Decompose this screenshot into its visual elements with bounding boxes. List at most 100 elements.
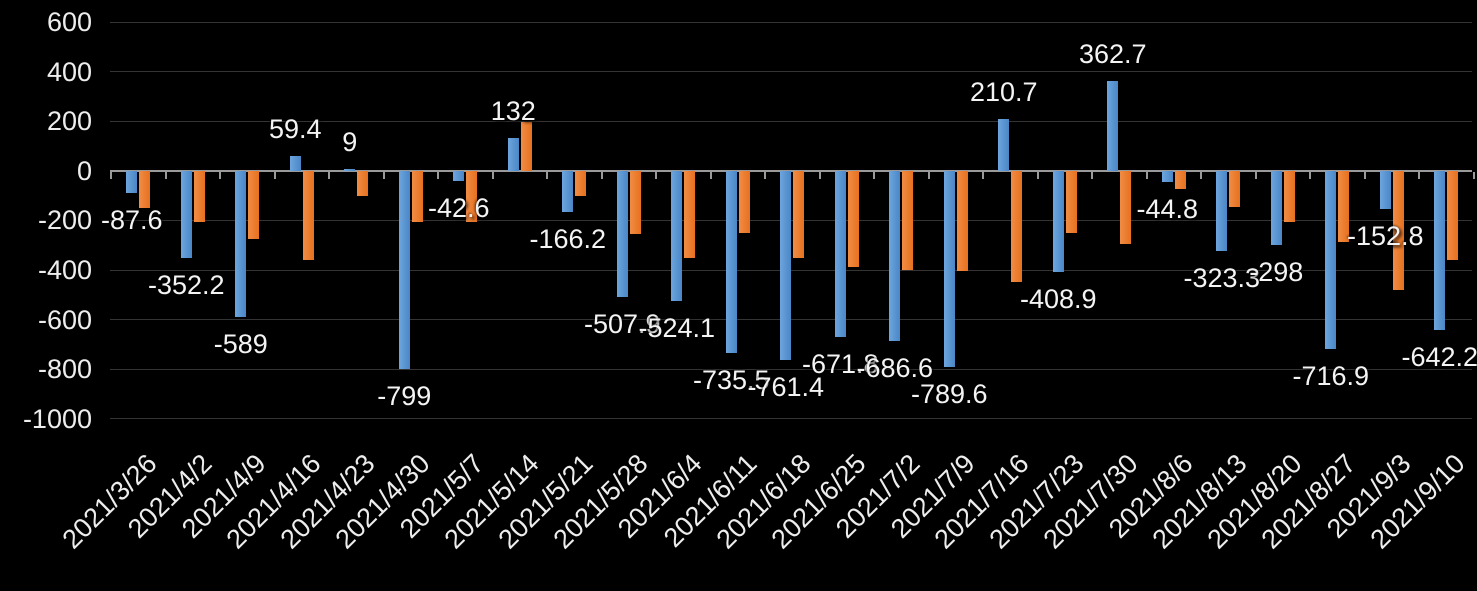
data-label: -524.1 (638, 312, 716, 343)
data-label: -323.3 (1183, 262, 1261, 293)
bar-orange (1447, 170, 1459, 260)
data-label: -716.9 (1292, 360, 1370, 391)
bar-orange (1011, 170, 1023, 283)
gridline (110, 368, 1472, 370)
y-axis-label: -800 (37, 354, 92, 385)
x-axis-tick (110, 171, 112, 179)
bar-orange (1283, 170, 1295, 222)
bar-orange (520, 122, 532, 171)
bar-orange (139, 170, 151, 208)
data-label: -761.4 (747, 371, 825, 402)
bar-blue (1434, 170, 1446, 331)
x-axis-tick (1145, 171, 1148, 179)
data-label: -42.6 (427, 193, 490, 224)
data-label: -87.6 (100, 204, 163, 235)
x-axis-tick (1036, 171, 1039, 179)
bar-orange (1392, 170, 1404, 290)
data-label: -789.6 (910, 378, 988, 409)
bar-orange (956, 170, 968, 272)
bar-blue (1325, 170, 1337, 349)
bar-blue (834, 170, 846, 338)
bar-orange (1120, 170, 1132, 244)
bar-blue (1161, 170, 1173, 182)
x-axis-tick (655, 171, 657, 179)
bar-blue (943, 170, 955, 367)
x-axis-tick (1472, 171, 1475, 179)
x-axis-tick (219, 171, 221, 179)
x-axis-tick (382, 171, 385, 179)
bar-blue (671, 170, 683, 301)
bar-blue (126, 170, 138, 193)
bar-orange (575, 170, 587, 196)
data-label: -44.8 (1136, 193, 1199, 224)
x-axis-tick (1309, 171, 1311, 179)
data-label: 59.4 (268, 114, 322, 145)
bar-orange (902, 170, 914, 270)
x-axis-tick (328, 171, 330, 179)
bar-orange (629, 170, 641, 234)
data-label: -735.5 (692, 365, 770, 396)
bar-blue (725, 170, 737, 354)
data-label: -352.2 (147, 270, 225, 301)
bar-blue (289, 156, 301, 171)
bar-blue (180, 170, 192, 259)
x-axis-tick (818, 171, 821, 179)
y-axis-label: -600 (37, 304, 92, 335)
data-label: -799 (377, 380, 432, 411)
x-axis-tick (927, 171, 930, 179)
data-label: -166.2 (529, 224, 607, 255)
bar-blue (1216, 170, 1228, 251)
data-label: 9 (342, 126, 358, 157)
bar-orange (466, 170, 478, 223)
x-axis-tick (491, 171, 494, 179)
bar-orange (684, 170, 696, 259)
x-axis-tick (164, 171, 167, 179)
bar-orange (1065, 170, 1077, 234)
bar-orange (1174, 170, 1186, 190)
bar-blue (344, 168, 356, 171)
x-axis-tick (1254, 171, 1257, 179)
bar-blue (780, 170, 792, 360)
bar-blue (1052, 170, 1064, 273)
y-axis-label: -200 (37, 205, 92, 236)
data-label: 132 (490, 96, 536, 127)
x-axis-tick (1091, 171, 1093, 179)
x-axis-tick (709, 171, 712, 179)
y-axis-label: 200 (46, 106, 92, 137)
bar-orange (357, 170, 369, 196)
bar-orange (847, 170, 859, 268)
data-label: -642.2 (1401, 342, 1477, 373)
bar-blue (998, 118, 1010, 171)
y-axis-label: 600 (46, 7, 92, 37)
y-axis-label: 0 (76, 155, 92, 186)
bar-blue (507, 138, 519, 171)
y-axis-label: -1000 (22, 403, 92, 434)
data-label: 210.7 (969, 76, 1038, 107)
x-axis-tick (1418, 171, 1420, 179)
bar-blue (1379, 170, 1391, 209)
gridline (110, 71, 1472, 73)
gridline (110, 21, 1472, 23)
data-label: -408.9 (1019, 284, 1097, 315)
bar-blue (235, 170, 247, 317)
x-axis-tick (600, 171, 603, 179)
gridline (110, 418, 1472, 420)
data-label: -152.8 (1346, 220, 1424, 251)
gridline (110, 120, 1472, 122)
y-axis-label: -400 (37, 255, 92, 285)
x-axis-tick (1200, 171, 1202, 179)
bar-orange (411, 170, 423, 222)
bar-blue (889, 170, 901, 342)
bar-orange (1229, 170, 1241, 207)
x-axis-tick (982, 171, 984, 179)
bar-orange (248, 170, 260, 239)
bar-orange (302, 170, 314, 260)
bar-orange (1338, 170, 1350, 243)
data-label: -507.9 (583, 308, 661, 339)
bar-blue (1107, 80, 1119, 171)
data-label: -671.8 (801, 349, 879, 380)
bar-blue (562, 170, 574, 212)
x-axis-tick (764, 171, 766, 179)
bar-blue (616, 170, 628, 297)
